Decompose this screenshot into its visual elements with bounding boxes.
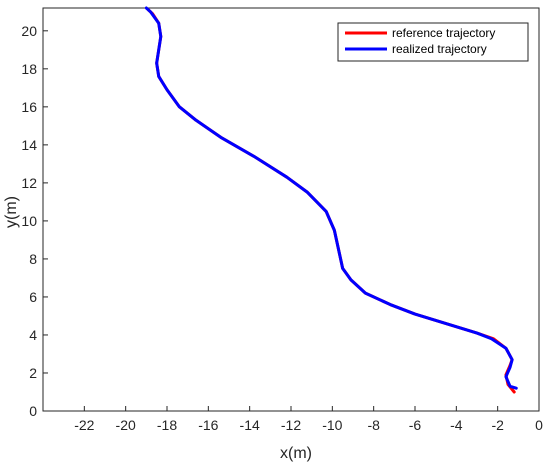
x-tick-label: -12 [281,417,301,433]
x-tick-label: -2 [491,417,504,433]
y-tick-label: 18 [21,61,37,77]
series-lines [144,6,518,394]
x-tick-label: -16 [198,417,218,433]
x-tick-label: -14 [240,417,260,433]
x-tick-label: -6 [409,417,422,433]
x-tick-label: -4 [450,417,463,433]
x-tick-label: 0 [535,417,543,433]
y-tick-label: 8 [29,251,37,267]
x-tick-label: -18 [157,417,177,433]
legend-label-reference: reference trajectory [392,26,495,40]
x-tick-label: -10 [322,417,342,433]
y-axis-label: y(m) [3,196,20,228]
y-tick-label: 0 [29,403,37,419]
legend-label-realized: realized trajectory [392,42,487,56]
y-tick-label: 10 [21,213,37,229]
series-line-realized [144,6,518,390]
y-tick-label: 2 [29,365,37,381]
y-tick-label: 20 [21,23,37,39]
axis-ticks: -22 -20 -18 -16 -14 -12 -10 -8 -6 -4 -2 00246810121… [21,23,543,433]
y-tick-label: 4 [29,327,37,343]
x-tick-label: -20 [116,417,136,433]
x-tick-label: -22 [74,417,94,433]
y-tick-label: 6 [29,289,37,305]
y-tick-label: 12 [21,175,37,191]
x-axis-label: x(m) [280,445,312,462]
legend: reference trajectory realized trajectory [337,22,529,62]
plot-area [42,7,540,412]
x-tick-label: -8 [367,417,380,433]
y-tick-label: 14 [21,137,37,153]
y-tick-label: 16 [21,99,37,115]
legend-box [337,22,529,62]
